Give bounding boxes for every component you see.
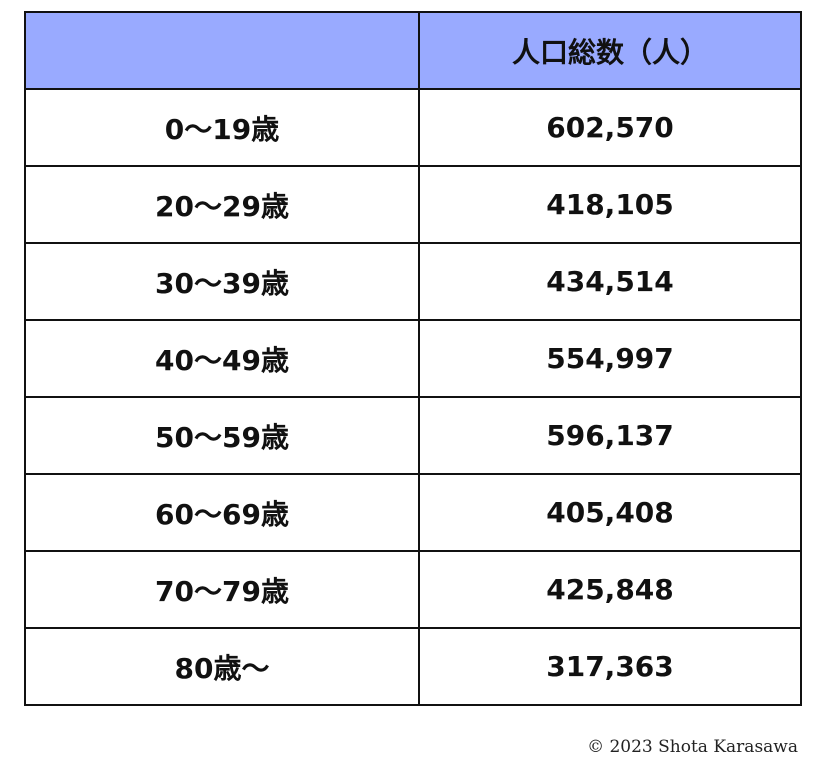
header-cell-population: 人口総数（人） (418, 11, 802, 90)
population-cell: 405,408 (418, 473, 802, 552)
table-row: 80歳〜 317,363 (24, 627, 802, 706)
population-table-container: 人口総数（人） 0〜19歳 602,570 20〜29歳 418,105 30〜… (24, 11, 802, 706)
age-cell: 20〜29歳 (24, 165, 420, 244)
population-cell: 596,137 (418, 396, 802, 475)
table-row: 50〜59歳 596,137 (24, 396, 802, 475)
age-cell: 60〜69歳 (24, 473, 420, 552)
table-row: 20〜29歳 418,105 (24, 165, 802, 244)
table-row: 30〜39歳 434,514 (24, 242, 802, 321)
age-cell: 0〜19歳 (24, 88, 420, 167)
table-row: 60〜69歳 405,408 (24, 473, 802, 552)
table-row: 0〜19歳 602,570 (24, 88, 802, 167)
population-cell: 317,363 (418, 627, 802, 706)
age-cell: 80歳〜 (24, 627, 420, 706)
table-row: 70〜79歳 425,848 (24, 550, 802, 629)
table-row: 40〜49歳 554,997 (24, 319, 802, 398)
age-cell: 30〜39歳 (24, 242, 420, 321)
population-cell: 602,570 (418, 88, 802, 167)
population-cell: 554,997 (418, 319, 802, 398)
population-cell: 434,514 (418, 242, 802, 321)
age-cell: 50〜59歳 (24, 396, 420, 475)
age-cell: 70〜79歳 (24, 550, 420, 629)
age-cell: 40〜49歳 (24, 319, 420, 398)
population-cell: 425,848 (418, 550, 802, 629)
copyright-notice: © 2023 Shota Karasawa (587, 737, 798, 757)
population-table: 人口総数（人） 0〜19歳 602,570 20〜29歳 418,105 30〜… (24, 11, 802, 706)
table-header-row: 人口総数（人） (24, 11, 802, 90)
header-cell-age (24, 11, 420, 90)
population-cell: 418,105 (418, 165, 802, 244)
